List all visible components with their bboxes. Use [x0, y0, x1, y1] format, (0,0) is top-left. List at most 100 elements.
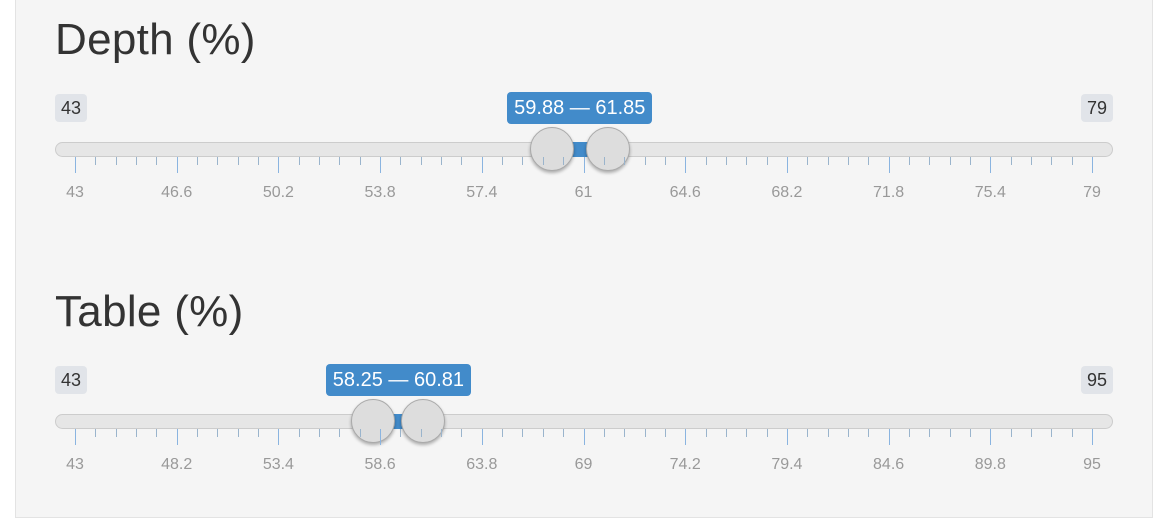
depth-major-tick [75, 157, 76, 173]
table-minor-tick [136, 429, 138, 437]
table-minor-tick [359, 429, 361, 437]
table-to-handle[interactable] [401, 399, 446, 443]
table-minor-tick [502, 429, 504, 437]
depth-minor-tick [868, 157, 870, 165]
table-minor-tick [258, 429, 260, 437]
table-minor-tick [766, 429, 768, 437]
table-minor-tick [644, 429, 646, 437]
depth-minor-tick [624, 157, 626, 165]
table-tick-label: 43 [66, 456, 84, 473]
depth-min-label: 43 [55, 94, 88, 122]
depth-minor-tick [746, 157, 748, 165]
table-slider-section: Table (%) 43 95 58.25 — 60.81 43 48.2 53.4… [0, 272, 1168, 512]
depth-range-slider[interactable]: 43 79 59.88 — 61.85 43 46.6 50.2 53.8 57.4 61… [0, 92, 1168, 214]
table-minor-tick [156, 429, 158, 437]
table-minor-tick [420, 429, 422, 437]
table-major-tick [75, 429, 76, 445]
depth-tick-label: 50.2 [262, 184, 294, 201]
table-tick-label: 89.8 [974, 456, 1006, 473]
table-minor-tick [95, 429, 97, 437]
table-title: Table (%) [55, 287, 244, 336]
depth-minor-tick [522, 157, 524, 165]
depth-minor-tick [319, 157, 321, 165]
depth-minor-tick [197, 157, 199, 165]
depth-minor-tick [237, 157, 239, 165]
depth-major-tick [380, 157, 382, 173]
depth-minor-tick [502, 157, 504, 165]
table-range-slider[interactable]: 43 95 58.25 — 60.81 43 48.2 53.4 58.6 63.8 69… [0, 364, 1168, 486]
table-major-tick [481, 429, 483, 445]
depth-minor-tick [258, 157, 260, 165]
depth-minor-tick [400, 157, 402, 165]
table-minor-tick [441, 429, 443, 437]
table-major-tick [990, 429, 992, 445]
depth-tick-label: 68.2 [771, 184, 803, 201]
table-minor-tick [197, 429, 199, 437]
table-minor-tick [827, 429, 829, 437]
depth-major-tick [481, 157, 483, 173]
table-minor-tick [908, 429, 910, 437]
table-minor-tick [461, 429, 463, 437]
depth-tick-label: 64.6 [669, 184, 701, 201]
table-tick-label: 63.8 [466, 456, 498, 473]
table-major-tick [278, 429, 280, 445]
depth-major-tick [888, 157, 890, 173]
table-major-tick [1092, 429, 1093, 445]
depth-slider-section: Depth (%) 43 79 59.88 — 61.85 43 46.6 50.2… [0, 0, 1168, 240]
depth-minor-tick [644, 157, 646, 165]
depth-tick-grid: 43 46.6 50.2 53.8 57.4 61 64.6 68.2 71.8 75.4 79 [0, 157, 1168, 207]
depth-minor-tick [1071, 157, 1073, 165]
depth-tick-label: 75.4 [974, 184, 1006, 201]
table-minor-tick [542, 429, 544, 437]
table-minor-tick [115, 429, 117, 437]
depth-title: Depth (%) [55, 15, 256, 64]
table-major-tick [380, 429, 382, 445]
depth-major-tick [685, 157, 687, 173]
table-major-tick [685, 429, 687, 445]
depth-tick-label: 57.4 [466, 184, 498, 201]
depth-minor-tick [461, 157, 463, 165]
table-tick-label: 84.6 [873, 456, 905, 473]
depth-from-handle[interactable] [529, 127, 574, 171]
table-min-label: 43 [55, 366, 88, 394]
depth-minor-tick [705, 157, 707, 165]
table-tick-label: 79.4 [771, 456, 803, 473]
depth-minor-tick [827, 157, 829, 165]
depth-to-handle[interactable] [585, 127, 630, 171]
table-from-handle[interactable] [351, 399, 396, 443]
depth-minor-tick [420, 157, 422, 165]
depth-tick-label: 71.8 [873, 184, 905, 201]
depth-minor-tick [807, 157, 809, 165]
depth-major-tick [278, 157, 280, 173]
table-tick-grid: 43 48.2 53.4 58.6 63.8 69 74.2 79.4 84.6 89.8 95 [0, 429, 1168, 479]
depth-major-tick [583, 157, 585, 173]
table-max-label: 95 [1080, 366, 1113, 394]
table-major-tick [888, 429, 890, 445]
table-minor-tick [1071, 429, 1073, 437]
table-minor-tick [664, 429, 666, 437]
depth-minor-tick [908, 157, 910, 165]
depth-tick-label: 53.8 [364, 184, 396, 201]
table-tick-label: 74.2 [669, 456, 701, 473]
depth-minor-tick [1010, 157, 1012, 165]
table-minor-tick [868, 429, 870, 437]
depth-tick-label: 46.6 [161, 184, 193, 201]
table-slider-track[interactable] [55, 414, 1113, 429]
depth-tick-label: 43 [66, 184, 84, 201]
depth-minor-tick [298, 157, 300, 165]
table-minor-tick [1010, 429, 1012, 437]
table-minor-tick [522, 429, 524, 437]
depth-minor-tick [563, 157, 565, 165]
depth-minor-tick [664, 157, 666, 165]
depth-minor-tick [95, 157, 97, 165]
depth-major-tick [1092, 157, 1093, 173]
table-major-tick [176, 429, 178, 445]
depth-major-tick [786, 157, 788, 173]
depth-minor-tick [136, 157, 138, 165]
depth-minor-tick [603, 157, 605, 165]
depth-minor-tick [339, 157, 341, 165]
depth-range-value: 59.88 — 61.85 [507, 92, 653, 124]
depth-major-tick [990, 157, 992, 173]
table-tick-label: 53.4 [262, 456, 294, 473]
table-minor-tick [725, 429, 727, 437]
